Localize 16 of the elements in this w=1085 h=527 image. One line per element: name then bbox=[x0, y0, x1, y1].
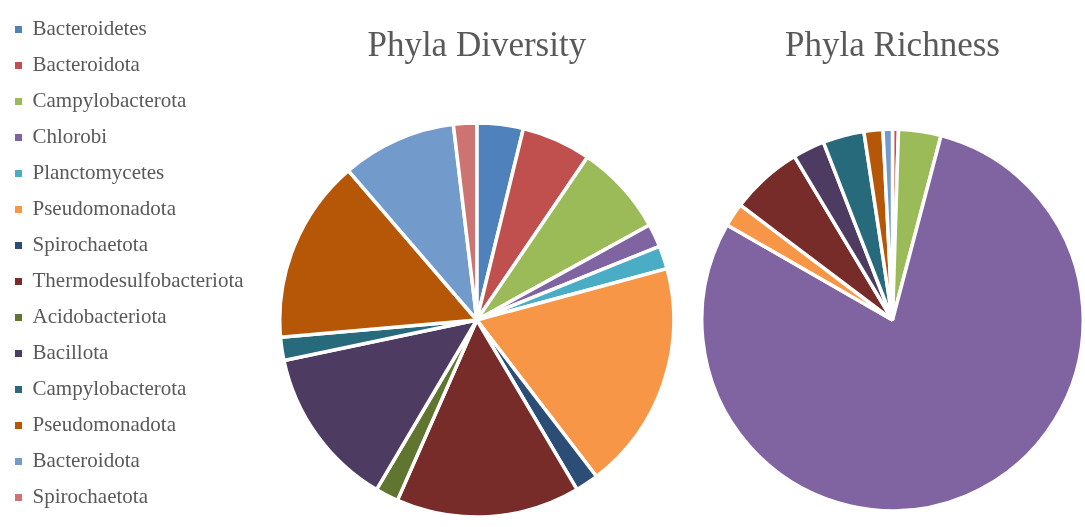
slice-label: Phyla Richness bbox=[785, 25, 1000, 65]
legend-label: Planctomycetes bbox=[32, 160, 165, 185]
legend-label: Bacteroidota bbox=[32, 52, 141, 77]
legend-label: Campylobacterota bbox=[32, 88, 188, 113]
legend-label: Acidobacteriota bbox=[32, 304, 168, 329]
slice-label: Phyla Diversity bbox=[367, 25, 587, 65]
legend-label: Bacteroidetes bbox=[32, 16, 147, 41]
legend-label: Bacteroidota bbox=[32, 448, 141, 473]
legend-label: Spirochaetota bbox=[32, 484, 149, 509]
legend-label: Pseudomonadota bbox=[32, 412, 177, 437]
legend-label: Spirochaetota bbox=[32, 232, 149, 257]
legend-label: Pseudomonadota bbox=[32, 196, 177, 221]
legend-label: Chlorobi bbox=[32, 124, 108, 149]
legend-label: Bacillota bbox=[32, 340, 109, 365]
legend-label: Thermodesulfobacteriota bbox=[32, 268, 245, 293]
legend-label: Campylobacterota bbox=[32, 376, 188, 401]
